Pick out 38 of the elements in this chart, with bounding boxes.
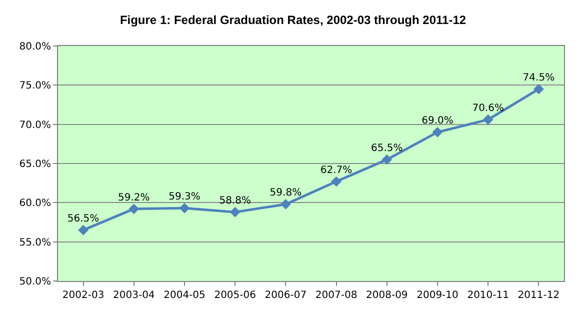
- data-label: 69.0%: [422, 116, 454, 127]
- y-tick-label: 50.0%: [19, 276, 51, 288]
- point: [432, 126, 443, 138]
- point: [280, 199, 291, 210]
- data-label: 58.8%: [219, 196, 251, 207]
- x-tick-label: 2006-07: [264, 290, 307, 301]
- data-label: 70.6%: [472, 103, 504, 114]
- y-tick-label: 80.0%: [19, 42, 51, 52]
- y-tick-label: 55.0%: [19, 237, 51, 248]
- data-label: 65.5%: [371, 143, 403, 154]
- y-tick-label: 65.0%: [19, 159, 51, 170]
- x-tick-label: 2002-03: [62, 290, 104, 301]
- point: [128, 204, 140, 214]
- x-tick-label: 2007-08: [315, 290, 358, 301]
- y-tick-label: 60.0%: [19, 198, 51, 210]
- chart-title: Figure 1: Federal Graduation Rates, 2002-03 through 2011-12: [120, 12, 466, 27]
- data-label: 62.7%: [320, 165, 352, 176]
- point: [534, 84, 544, 94]
- x-tick-label: 2008-09: [366, 290, 408, 301]
- data-label: 59.3%: [168, 192, 200, 203]
- x-tick-label: 2010-11: [467, 290, 509, 301]
- x-tick-label: 2005-06: [214, 290, 256, 301]
- point: [179, 202, 190, 214]
- y-tick-label: 70.0%: [19, 120, 51, 131]
- point: [482, 114, 494, 125]
- x-tick-label: 2011-12: [518, 290, 560, 301]
- point: [78, 224, 88, 236]
- data-label: 74.5%: [522, 72, 555, 84]
- x-tick-label: 2004-05: [164, 290, 206, 301]
- point: [382, 154, 392, 165]
- data-label: 59.2%: [118, 192, 150, 204]
- data-label: 56.5%: [67, 214, 100, 225]
- y-tick-label: 75.0%: [19, 80, 51, 92]
- point: [331, 176, 342, 187]
- point: [230, 206, 240, 218]
- data-label: 59.8%: [270, 188, 302, 199]
- x-tick-label: 2009-10: [416, 290, 458, 301]
- x-tick-label: 2003-04: [113, 290, 155, 301]
